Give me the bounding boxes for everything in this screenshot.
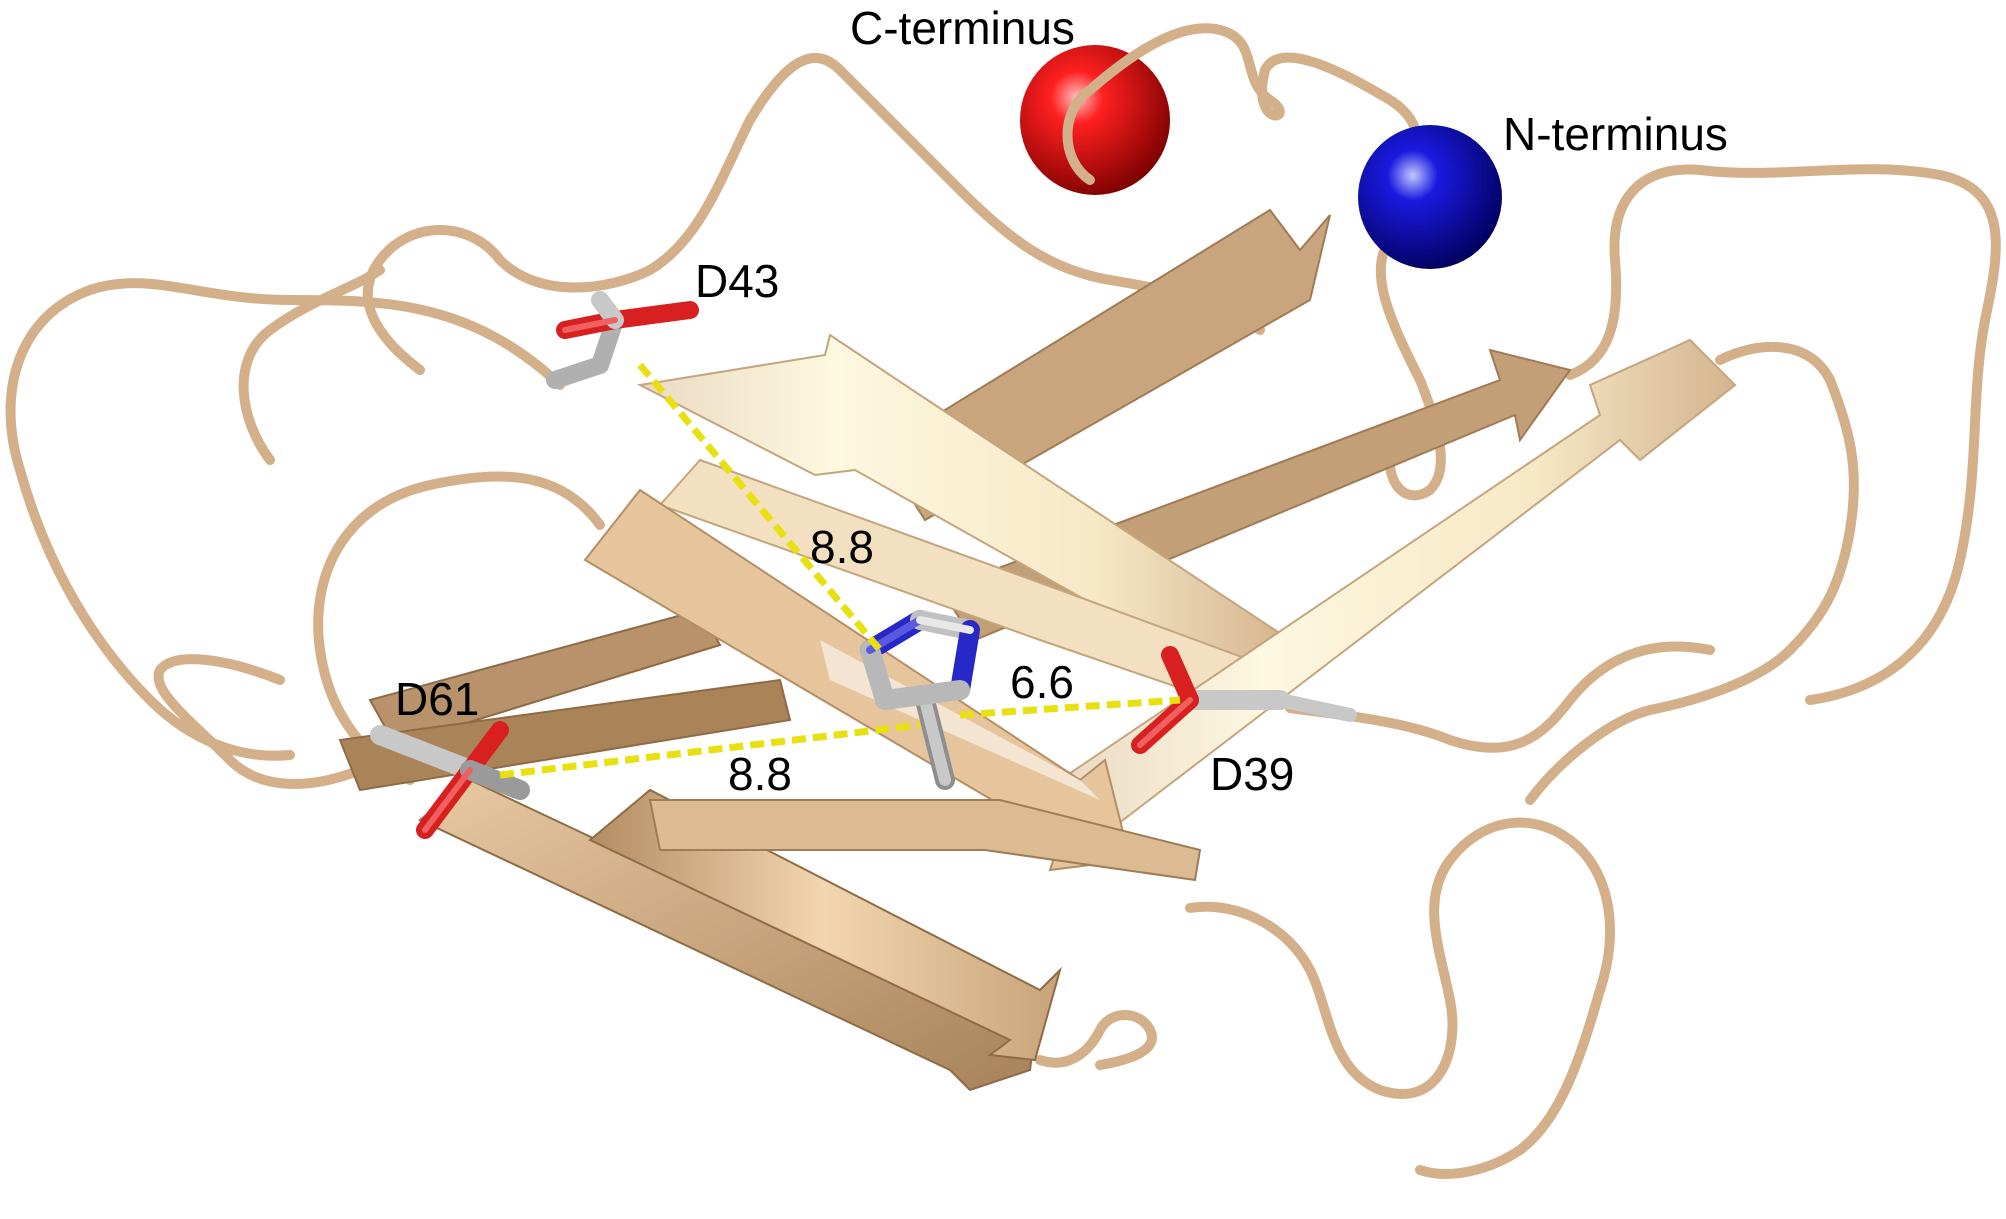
residue-label-d39: D39 bbox=[1210, 748, 1294, 800]
residue-label-d43: D43 bbox=[695, 255, 779, 307]
distance-line-d61 bbox=[499, 721, 921, 779]
distance-lines bbox=[499, 362, 1181, 779]
n-terminus-label: N-terminus bbox=[1503, 108, 1728, 160]
loop-left-outer bbox=[5, 278, 565, 761]
loop-top-mid bbox=[238, 265, 385, 465]
distance-label-d61: 8.8 bbox=[728, 748, 792, 800]
loop-left-bottom bbox=[153, 654, 365, 789]
loop-d39-tail bbox=[1285, 641, 1715, 753]
strand-lower-mid bbox=[648, 799, 1202, 882]
residue-d61-sticks bbox=[370, 721, 530, 839]
loop-bottom bbox=[1035, 1010, 1157, 1070]
loop-right-down bbox=[1525, 341, 1859, 805]
distance-line-d39 bbox=[959, 696, 1181, 719]
n-terminus-sphere bbox=[1358, 125, 1502, 269]
distance-label-d39: 6.6 bbox=[1010, 656, 1074, 708]
c-terminus-tube bbox=[1062, 23, 1423, 205]
loop-right-outer bbox=[1565, 164, 2001, 705]
sheet-highlight bbox=[820, 640, 1100, 800]
residue-label-d61: D61 bbox=[395, 673, 479, 725]
distance-label-d43: 8.8 bbox=[810, 521, 874, 573]
loop-tubes bbox=[5, 53, 2001, 1179]
c-terminus-sphere bbox=[1020, 45, 1170, 195]
loop-top-left bbox=[362, 53, 1265, 375]
loop-bottom-right bbox=[1185, 817, 1615, 1179]
residue-d39-sticks bbox=[1131, 646, 1357, 754]
c-terminus-label: C-terminus bbox=[850, 2, 1075, 54]
loop-left-inner bbox=[313, 471, 605, 785]
residue-d43-sticks bbox=[546, 291, 699, 389]
